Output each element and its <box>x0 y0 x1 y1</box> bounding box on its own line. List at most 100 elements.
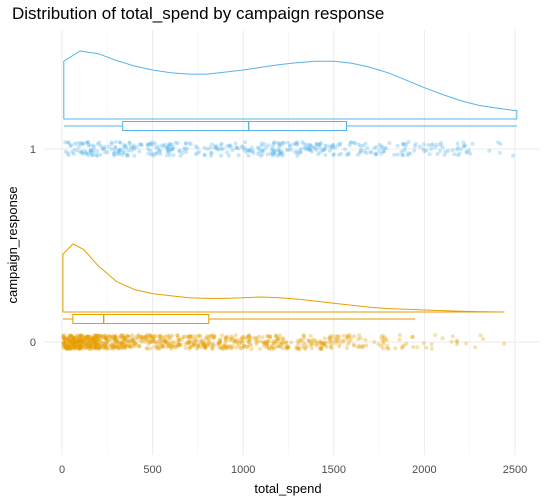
data-point <box>319 346 324 351</box>
data-point <box>253 335 258 340</box>
data-point <box>315 142 320 147</box>
data-point <box>100 340 105 345</box>
data-point <box>226 153 231 158</box>
data-point <box>148 333 152 338</box>
data-point <box>122 335 127 340</box>
data-point <box>150 151 155 156</box>
data-point <box>117 150 122 155</box>
data-point <box>217 341 221 346</box>
data-point <box>265 341 270 346</box>
data-point <box>248 335 253 340</box>
data-point <box>382 146 387 151</box>
data-point <box>280 336 285 341</box>
data-point <box>123 342 128 347</box>
data-point <box>217 340 222 344</box>
data-point <box>163 339 168 344</box>
data-point <box>86 153 91 158</box>
data-point <box>94 153 99 158</box>
data-point <box>261 342 266 347</box>
data-point <box>96 340 101 345</box>
data-point <box>90 338 95 342</box>
data-point <box>246 334 251 339</box>
data-point <box>83 149 88 154</box>
data-point <box>220 346 225 351</box>
data-point <box>113 145 118 150</box>
data-point <box>92 339 97 344</box>
data-point <box>358 150 363 155</box>
data-point <box>91 150 96 155</box>
data-point <box>461 144 466 149</box>
data-point <box>92 333 97 338</box>
data-point <box>351 342 356 347</box>
data-point <box>205 337 210 342</box>
data-point <box>84 342 89 347</box>
data-point <box>358 149 363 154</box>
data-point <box>264 343 269 348</box>
data-point <box>84 151 89 156</box>
data-point <box>73 334 78 339</box>
groups <box>61 50 518 351</box>
data-point <box>120 342 125 347</box>
data-point <box>64 346 69 351</box>
data-point <box>72 340 77 345</box>
data-point <box>61 334 66 339</box>
data-point <box>203 345 208 350</box>
data-point <box>363 337 368 342</box>
x-tick-label: 1000 <box>231 464 255 476</box>
data-point <box>127 334 132 339</box>
data-point <box>126 148 131 153</box>
data-point <box>229 336 234 341</box>
data-point <box>209 153 213 158</box>
data-point <box>310 339 315 344</box>
data-point <box>80 338 85 343</box>
data-point <box>328 344 333 349</box>
data-point <box>80 345 85 349</box>
data-point <box>211 336 216 341</box>
data-point <box>381 149 386 154</box>
data-point <box>167 149 172 154</box>
data-point <box>297 347 302 351</box>
data-point <box>79 341 84 346</box>
data-point <box>147 333 152 338</box>
x-tick-label: 2000 <box>412 464 436 476</box>
data-point <box>155 345 160 349</box>
data-point <box>92 336 97 341</box>
data-point <box>223 335 228 340</box>
data-point <box>346 152 351 157</box>
data-point <box>238 339 243 344</box>
data-point <box>137 344 142 349</box>
data-point <box>113 140 118 144</box>
data-point <box>171 145 176 150</box>
data-point <box>270 151 275 156</box>
data-point <box>158 338 163 343</box>
data-point <box>122 144 126 149</box>
data-point <box>89 346 94 351</box>
data-point <box>175 141 180 146</box>
data-point <box>65 342 70 346</box>
data-point <box>319 346 324 351</box>
data-point <box>72 335 77 340</box>
data-point <box>130 145 135 150</box>
data-point <box>81 141 86 146</box>
data-point <box>85 334 90 339</box>
data-point <box>77 346 82 351</box>
data-point <box>124 343 129 348</box>
data-point <box>110 342 115 347</box>
data-point <box>268 335 272 340</box>
data-point <box>106 338 111 343</box>
data-point <box>75 345 80 350</box>
data-point <box>271 341 276 346</box>
data-point <box>289 340 294 345</box>
data-point <box>71 341 76 346</box>
data-point <box>159 335 164 340</box>
data-point <box>421 142 426 147</box>
data-point <box>123 144 128 148</box>
data-point <box>269 145 274 150</box>
data-point <box>79 337 84 342</box>
data-point <box>362 149 367 154</box>
data-point <box>163 340 168 344</box>
data-point <box>446 149 451 153</box>
data-point <box>405 153 410 158</box>
data-point <box>95 337 100 342</box>
data-point <box>74 340 79 345</box>
